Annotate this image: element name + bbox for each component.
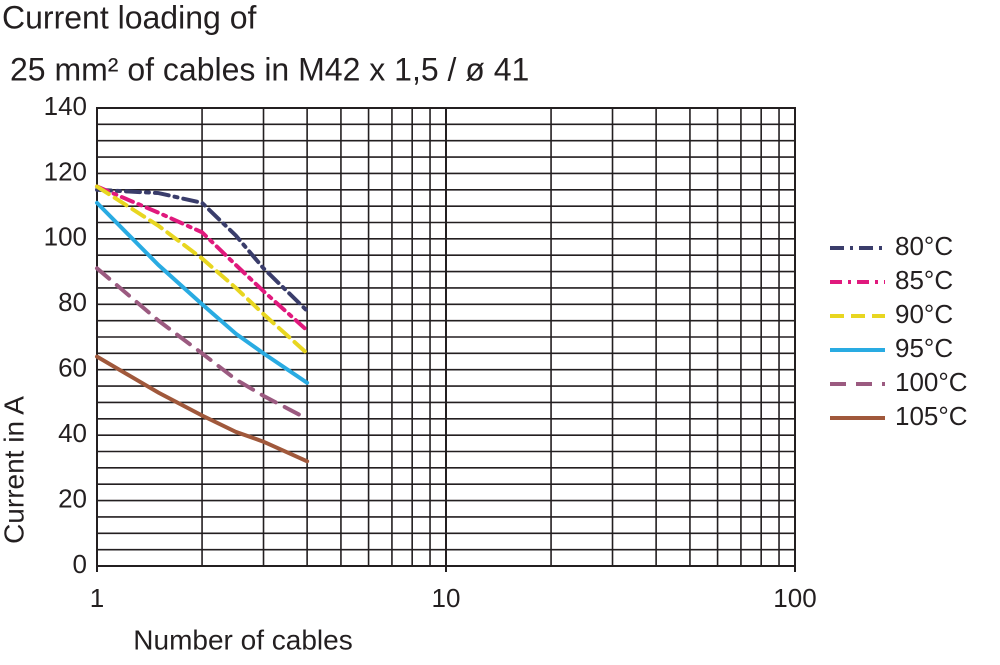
- y-tick-label: 60: [58, 353, 87, 383]
- series-line: [95, 187, 310, 313]
- y-tick-label: 80: [58, 287, 87, 317]
- legend-label: 105°C: [895, 401, 968, 431]
- series-line: [95, 184, 310, 333]
- legend-label: 80°C: [895, 231, 953, 261]
- x-tick-label: 100: [773, 583, 816, 613]
- y-tick-label: 0: [73, 549, 87, 579]
- legend-label: 85°C: [895, 265, 953, 295]
- x-tick-label: 10: [432, 583, 461, 613]
- y-tick-label: 20: [58, 483, 87, 513]
- legend-label: 90°C: [895, 299, 953, 329]
- series-line: [95, 354, 310, 464]
- y-tick-label: 140: [44, 91, 87, 121]
- chart-title: 25 mm² of cables in M42 x 1,5 / ø 41: [10, 51, 529, 87]
- legend-label: 95°C: [895, 333, 953, 363]
- y-tick-label: 40: [58, 418, 87, 448]
- series-line: [95, 200, 310, 385]
- legend-label: 100°C: [895, 367, 968, 397]
- series-line: [95, 266, 310, 421]
- chart-title: Current loading of: [2, 0, 256, 35]
- y-tick-label: 120: [44, 156, 87, 186]
- series-line: [95, 184, 310, 356]
- y-axis-label: Current in A: [0, 396, 29, 544]
- y-tick-label: 100: [44, 222, 87, 252]
- x-tick-label: 1: [90, 583, 104, 613]
- plot-frame: [96, 107, 796, 567]
- x-axis-label: Number of cables: [133, 624, 352, 655]
